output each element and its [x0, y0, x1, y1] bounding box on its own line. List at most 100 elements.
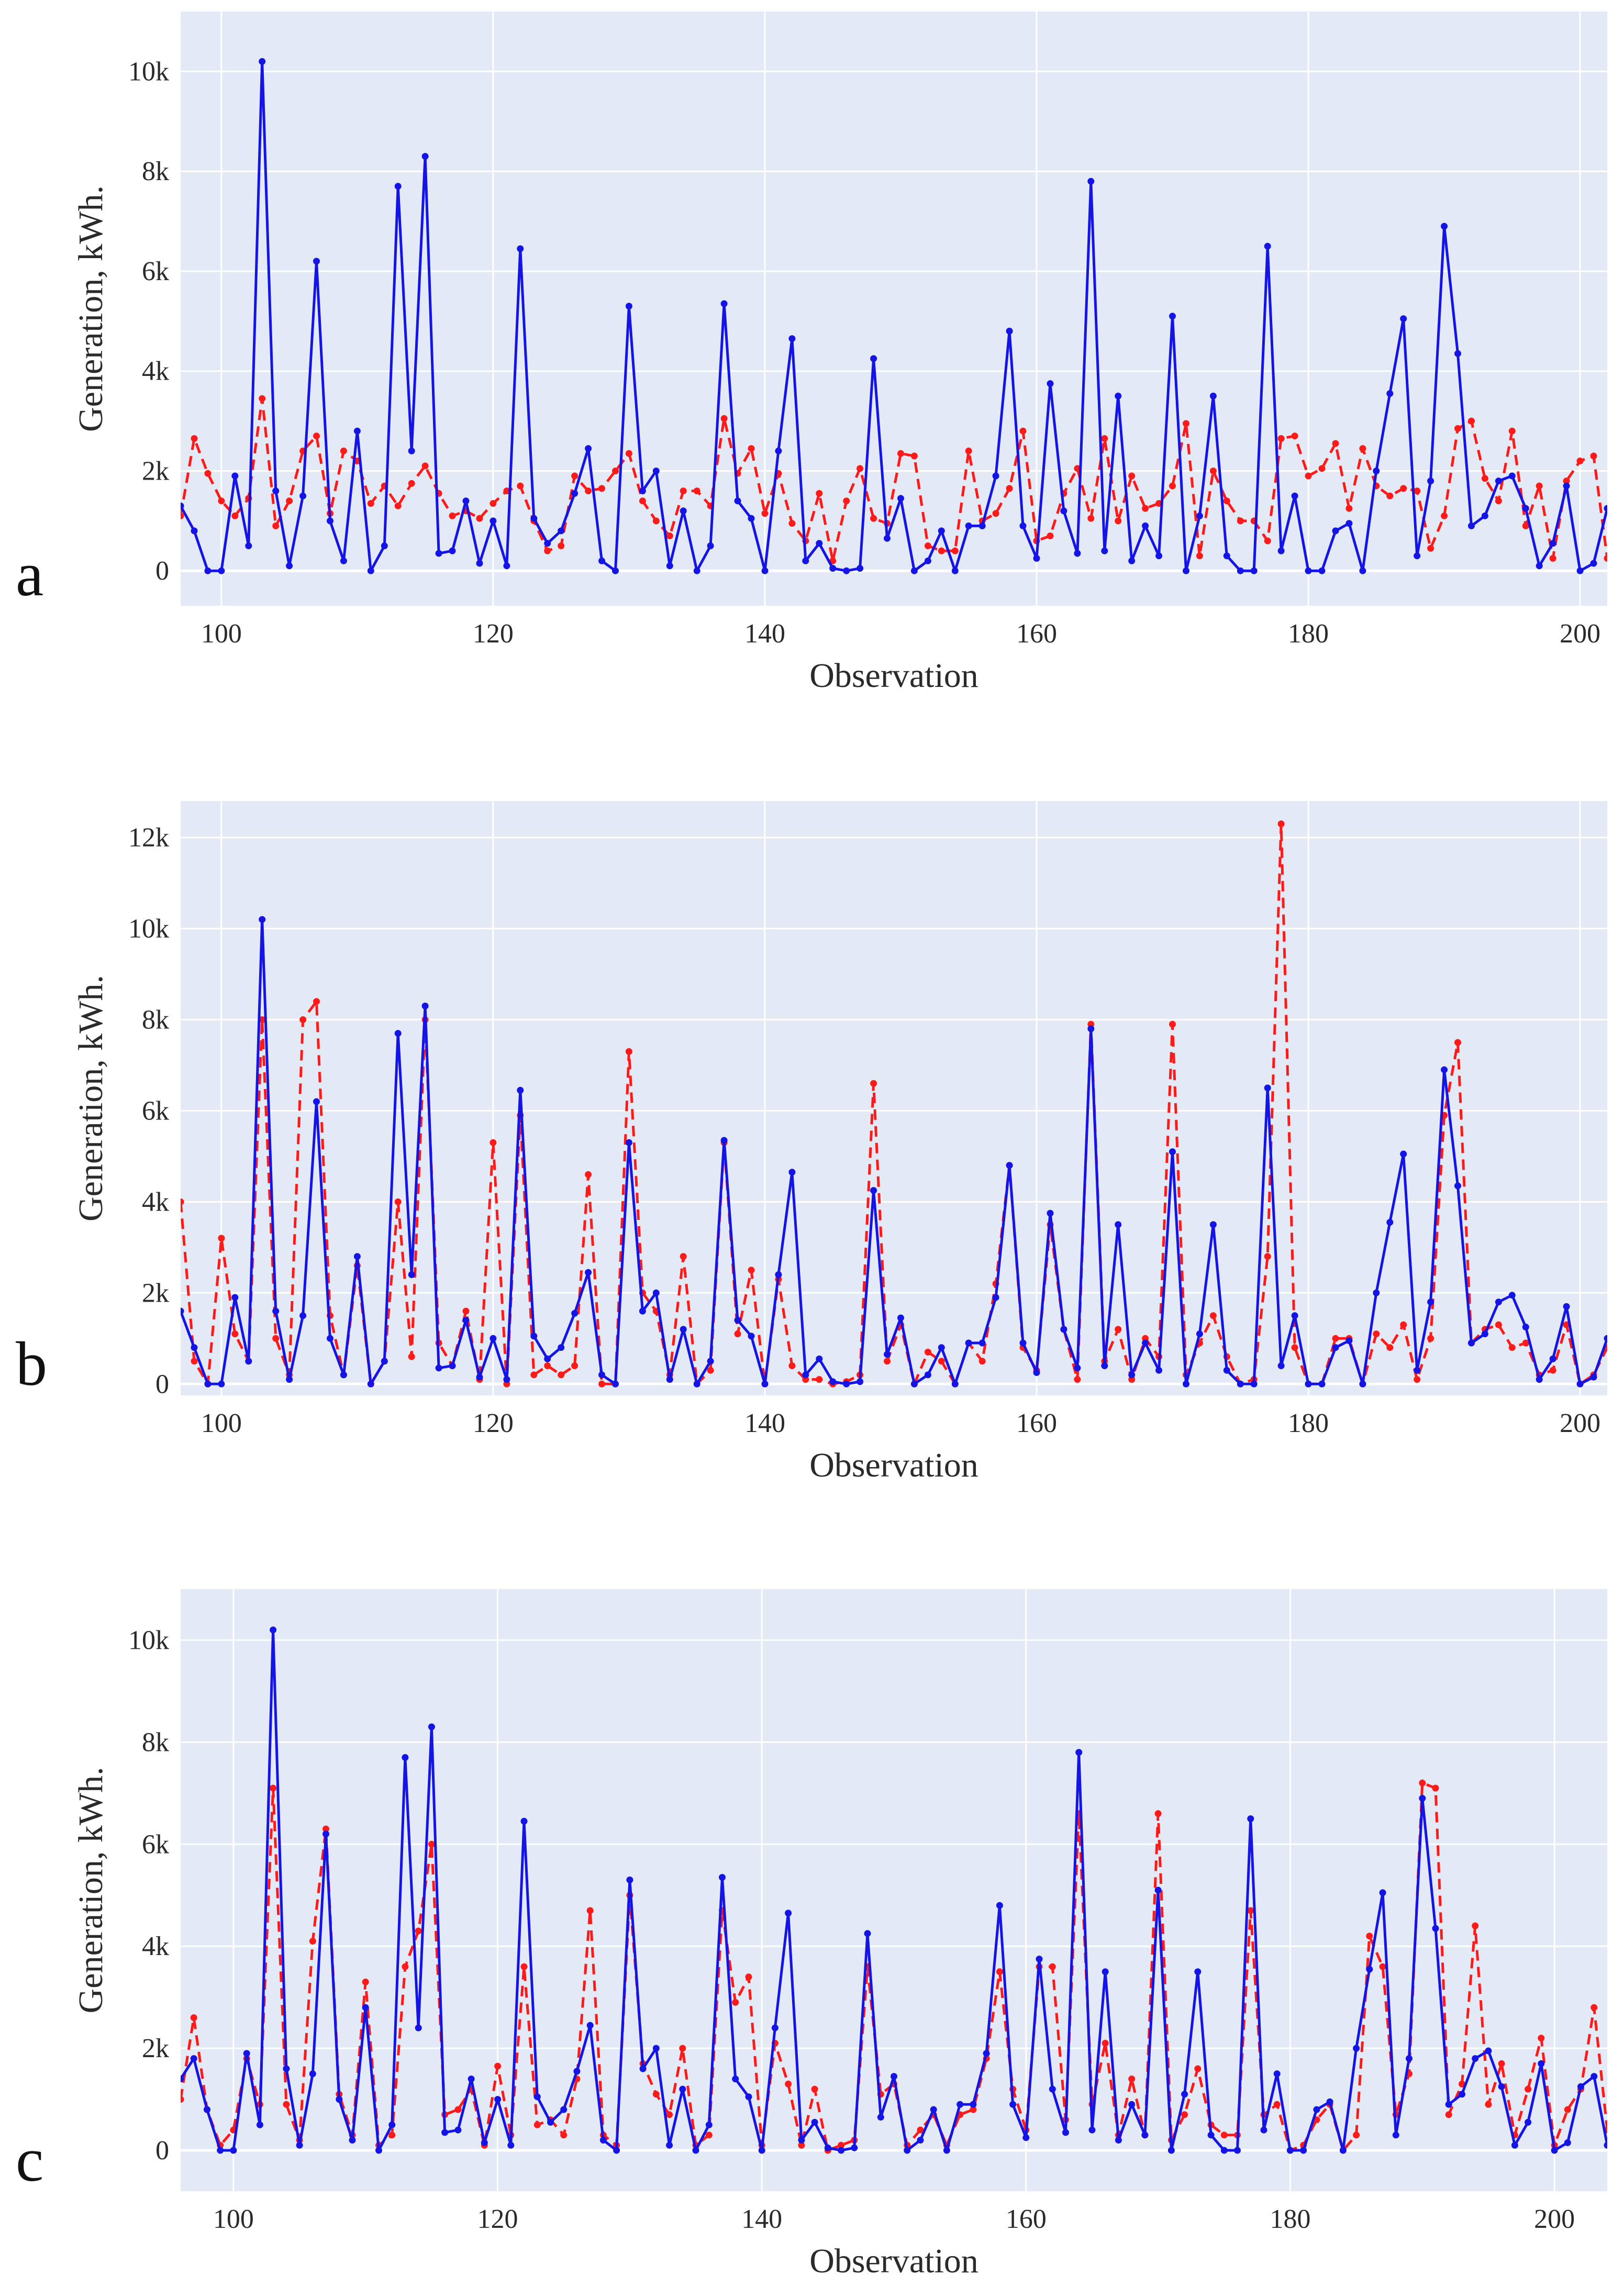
data-point-predicted	[897, 450, 904, 457]
data-point-actual	[322, 1830, 329, 1838]
data-point-predicted	[745, 1973, 752, 1981]
series-actual	[181, 1626, 1607, 2154]
data-point-actual	[598, 557, 605, 564]
data-point-predicted	[283, 2101, 290, 2108]
data-point-actual	[283, 2065, 290, 2072]
data-point-actual	[259, 916, 266, 923]
data-point-predicted	[1305, 472, 1312, 480]
data-point-predicted	[1345, 505, 1353, 512]
data-point-predicted	[1264, 1253, 1271, 1260]
data-point-predicted	[1522, 522, 1529, 529]
data-point-predicted	[734, 1330, 741, 1338]
data-point-actual	[910, 1380, 918, 1387]
data-point-predicted	[970, 2106, 977, 2113]
data-point-actual	[1414, 552, 1421, 560]
data-point-predicted	[322, 1825, 329, 1833]
data-point-actual	[490, 1335, 497, 1342]
chart-panel-c: 0 2k 4k 6k 8k 10k 100 120 140 160 180 200 Observatio…	[16, 1589, 1607, 2280]
data-point-actual	[864, 1930, 871, 1937]
data-point-actual	[1273, 2070, 1281, 2078]
data-point-actual	[1498, 2083, 1505, 2090]
data-point-actual	[857, 1378, 864, 1385]
data-point-actual	[544, 540, 551, 547]
data-point-actual	[1019, 522, 1027, 529]
data-point-actual	[1115, 1221, 1122, 1228]
x-tick-label: 160	[1016, 1408, 1057, 1438]
data-point-actual	[503, 1376, 510, 1383]
data-point-actual	[245, 542, 252, 549]
data-point-actual	[1074, 1364, 1081, 1372]
data-point-actual	[1379, 1889, 1386, 1896]
data-point-actual	[857, 565, 864, 572]
data-point-predicted	[838, 2141, 845, 2149]
data-point-actual	[1576, 567, 1584, 574]
data-point-actual	[286, 1376, 293, 1383]
data-point-actual	[1326, 2098, 1333, 2105]
data-point-predicted	[1169, 482, 1176, 490]
data-point-actual	[1454, 1182, 1461, 1190]
data-point-actual	[612, 1380, 619, 1387]
data-point-actual	[1468, 522, 1475, 529]
data-point-predicted	[1445, 2111, 1452, 2118]
data-point-actual	[748, 1333, 755, 1340]
data-point-actual	[1169, 1148, 1176, 1156]
data-point-predicted	[1379, 1963, 1386, 1970]
data-point-actual	[1286, 2147, 1294, 2154]
plot-area	[181, 1589, 1607, 2191]
data-point-actual	[771, 2024, 778, 2031]
data-point-predicted	[924, 542, 931, 549]
data-point-actual	[1049, 2085, 1056, 2093]
data-point-predicted	[490, 500, 497, 507]
data-point-actual	[1250, 1380, 1258, 1387]
data-point-predicted	[612, 468, 619, 474]
y-tick-label: 2k	[142, 1278, 169, 1308]
data-point-actual	[181, 2075, 184, 2083]
data-point-actual	[520, 1817, 528, 1825]
x-tick-label: 140	[744, 1408, 785, 1438]
x-tick-label: 140	[741, 2204, 782, 2234]
data-point-predicted	[788, 1362, 796, 1369]
data-point-actual	[1445, 2101, 1452, 2108]
data-point-actual	[1141, 2131, 1149, 2139]
data-point-actual	[1318, 567, 1326, 574]
data-point-predicted	[857, 465, 864, 472]
data-point-actual	[761, 567, 769, 574]
data-point-predicted	[816, 1376, 823, 1383]
data-point-actual	[1088, 2126, 1096, 2134]
data-point-actual	[586, 2022, 594, 2029]
data-point-predicted	[191, 1358, 198, 1365]
data-point-actual	[802, 557, 809, 564]
data-point-predicted	[517, 482, 524, 490]
x-tick-label: 100	[201, 619, 242, 649]
data-point-actual	[1414, 1367, 1421, 1374]
data-point-predicted	[585, 1171, 592, 1178]
data-point-predicted	[1427, 1335, 1434, 1342]
data-point-actual	[884, 1351, 891, 1358]
data-point-actual	[349, 2137, 356, 2144]
data-point-actual	[612, 567, 619, 574]
data-point-actual	[891, 2073, 897, 2080]
data-point-actual	[951, 1380, 959, 1387]
data-point-actual	[1250, 567, 1258, 574]
data-point-actual	[1481, 512, 1488, 519]
data-point-actual	[1033, 554, 1040, 562]
data-point-actual	[1536, 562, 1543, 570]
data-point-actual	[625, 303, 632, 310]
data-point-predicted	[428, 1840, 435, 1848]
data-point-predicted	[1169, 1020, 1176, 1028]
data-point-actual	[1432, 1925, 1439, 1932]
data-point-predicted	[1220, 2131, 1228, 2139]
data-point-predicted	[1419, 1779, 1426, 1786]
data-point-actual	[870, 355, 877, 362]
data-point-actual	[1305, 567, 1312, 574]
data-point-actual	[1006, 1162, 1013, 1169]
data-point-predicted	[884, 1358, 891, 1365]
x-tick-label: 180	[1270, 2204, 1310, 2234]
data-point-actual	[951, 567, 959, 574]
data-point-actual	[230, 2147, 237, 2154]
data-point-actual	[1345, 1337, 1353, 1345]
data-point-predicted	[1400, 1321, 1407, 1328]
data-point-actual	[1339, 2147, 1347, 2154]
data-point-actual	[692, 2147, 699, 2154]
x-tick-label: 180	[1288, 619, 1329, 649]
